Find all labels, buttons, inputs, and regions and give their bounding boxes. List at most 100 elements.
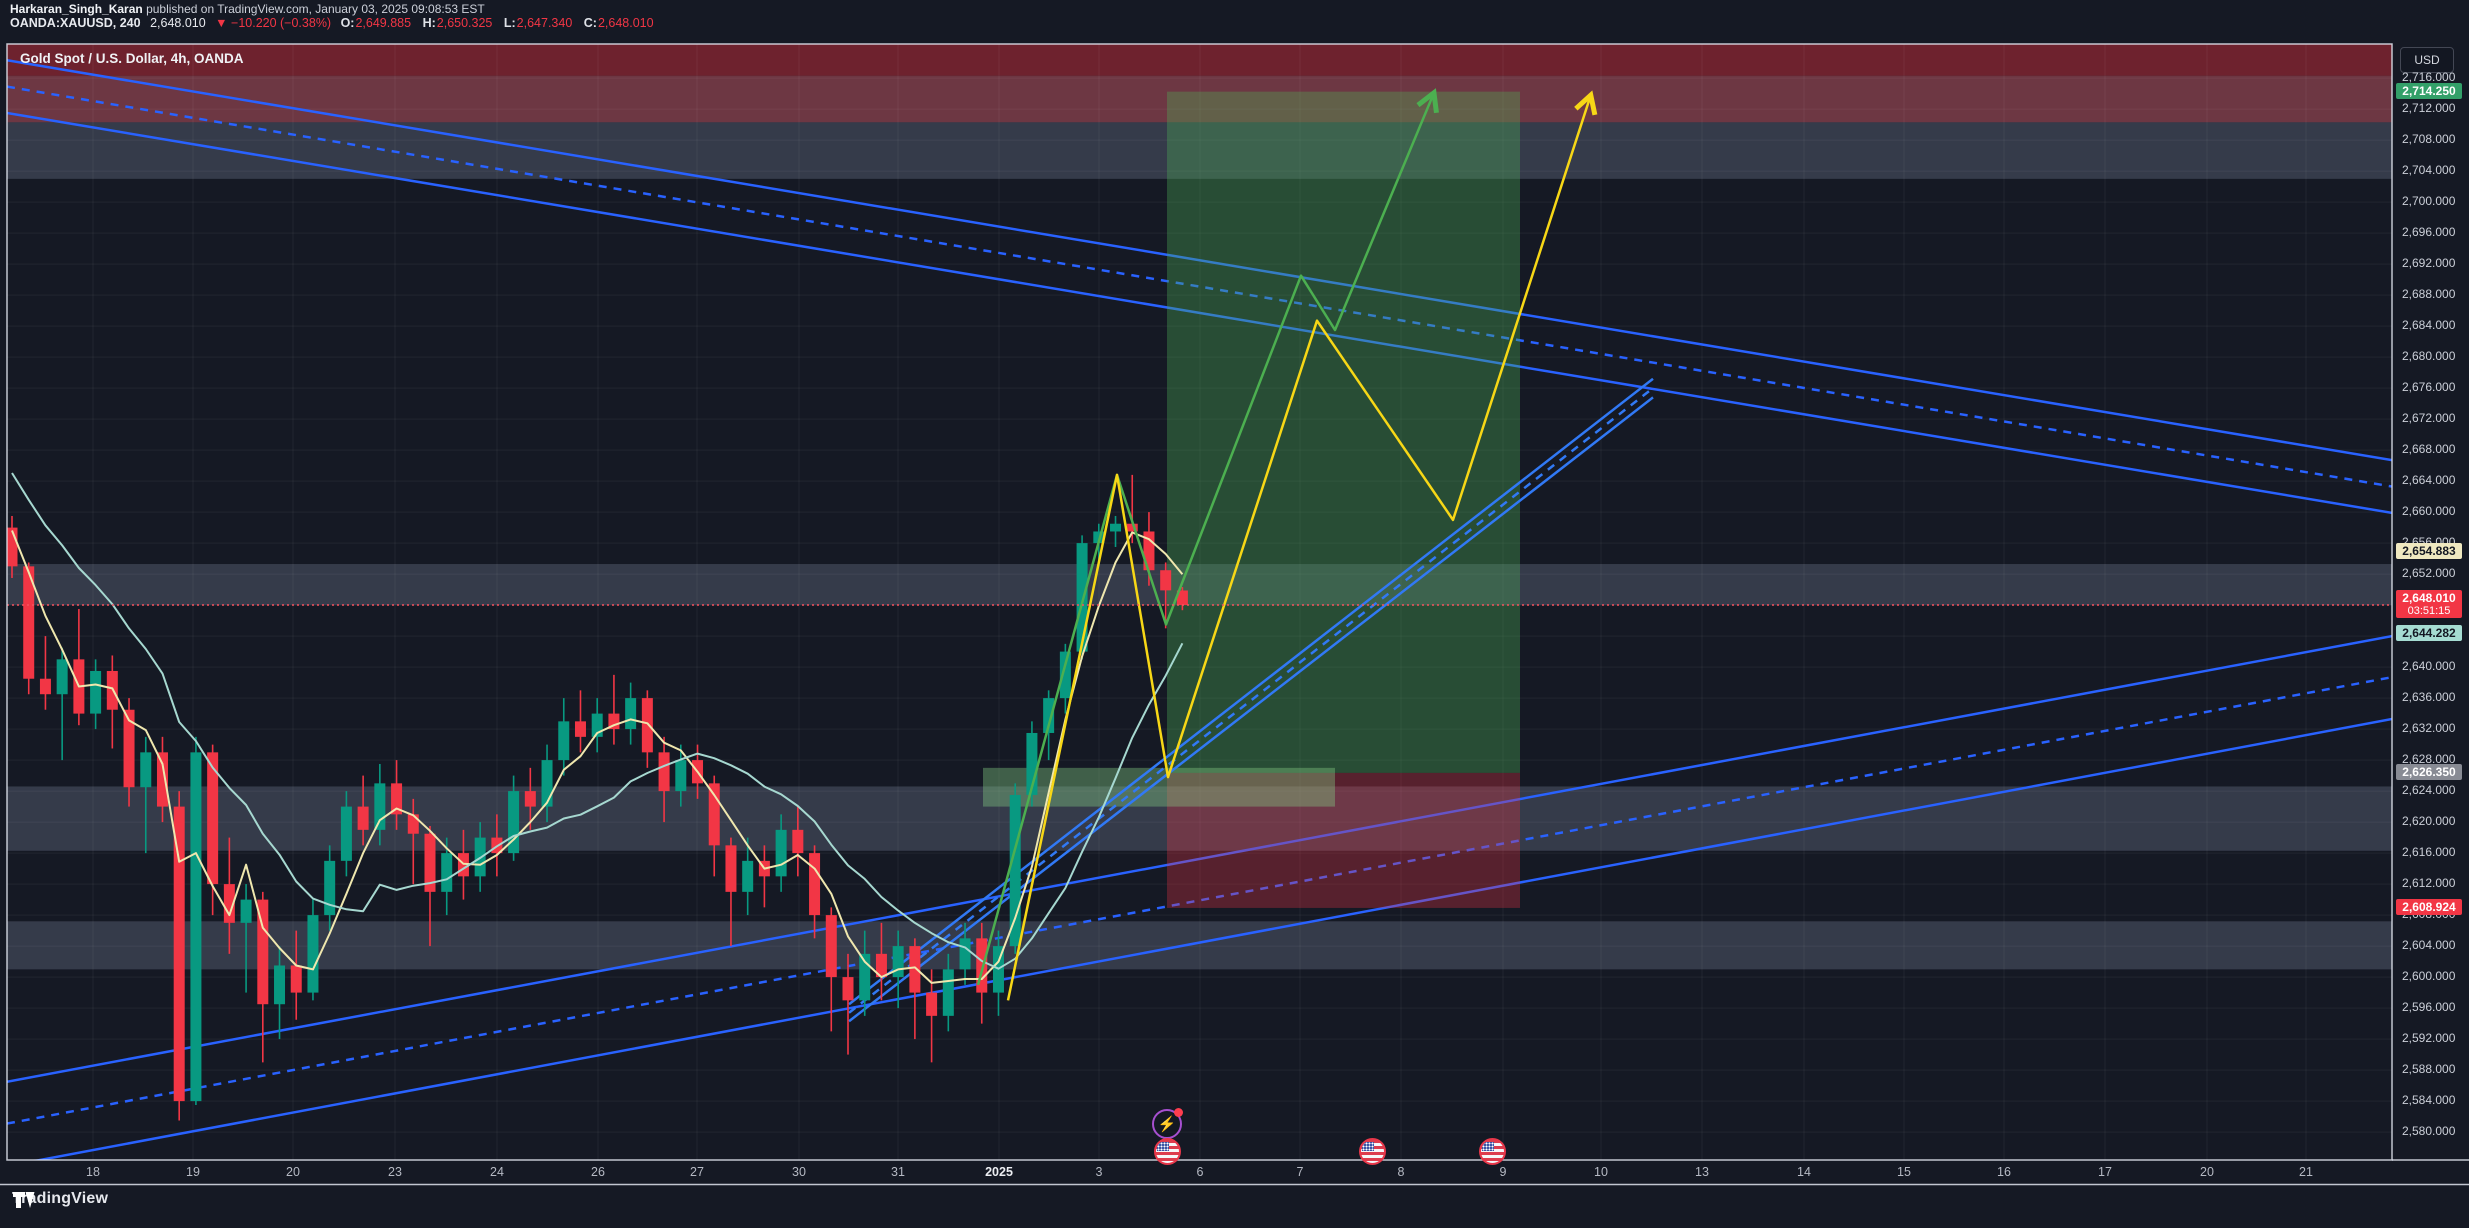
price-tick-label: 2,716.000 [2402,70,2456,85]
ascending-channel-wide[interactable] [7,634,2392,1166]
price-tick-label: 2,712.000 [2402,101,2456,116]
time-tick-label: 18 [86,1165,100,1179]
price-tick-label: 2,692.000 [2402,256,2456,271]
price-tick-label: 2,708.000 [2402,132,2456,147]
time-tick-label: 8 [1397,1165,1405,1179]
time-tick-label: 7 [1296,1165,1304,1179]
price-tick-label: 2,688.000 [2402,287,2456,302]
price-tick-label: 2,616.000 [2402,845,2456,860]
price-tick-label: 2,704.000 [2402,163,2456,178]
price-change: ▼ −10.220 (−0.38%) [215,16,332,30]
long-position-tool[interactable] [1167,91,1520,908]
close-value: 2,648.010 [597,16,654,30]
tradingview-attribution[interactable]: TradingView [12,1190,108,1208]
economic-event-us-flag-icon[interactable] [1359,1138,1386,1165]
time-tick-label: 23 [388,1165,402,1179]
time-tick-label: 10 [1594,1165,1608,1179]
price-tick-label: 2,580.000 [2402,1124,2456,1139]
price-tick-label: 2,628.000 [2402,752,2456,767]
price-tick-label: 2,684.000 [2402,318,2456,333]
ascending-channel-steep[interactable] [848,377,1654,1023]
tradingview-logo-text: TradingView [12,1190,109,1207]
time-tick-label: 19 [186,1165,200,1179]
price-tick-label: 2,624.000 [2402,783,2456,798]
ma-fast [11,530,1184,984]
time-tick-label: 13 [1695,1165,1709,1179]
open-value: 2,649.885 [355,16,412,30]
price-tick-label: 2,592.000 [2402,1031,2456,1046]
price-tick-label: 2,620.000 [2402,814,2456,829]
price-tick-label: 2,584.000 [2402,1093,2456,1108]
price-badge-2714.250: 2,714.250 [2396,83,2462,100]
time-tick-label: 27 [690,1165,704,1179]
price-axis[interactable]: USD 2,580.000 2,584.000 2,588.000 2,592.000… [2393,44,2469,1160]
time-tick-label: 15 [1897,1165,1911,1179]
ma-slow [11,472,1184,970]
time-tick-label: 26 [591,1165,605,1179]
tradingview-logo-icon [13,1192,35,1208]
projection-path-green[interactable] [976,88,1439,986]
price-tick-label: 2,596.000 [2402,1000,2456,1015]
entry-zone[interactable] [983,767,1335,807]
last-price: 2,648.010 [150,16,206,30]
time-tick-label: 20 [2200,1165,2214,1179]
time-tick-label: 17 [2098,1165,2112,1179]
price-badge-2626.350: 2,626.350 [2396,764,2462,781]
close-label: C: [583,16,597,30]
price-tick-label: 2,636.000 [2402,690,2456,705]
price-tick-label: 2,668.000 [2402,442,2456,457]
time-axis[interactable]: 18 19 20 23 24 26 27 30 31 2025 3 6 7 8 9 10 13 14 15 16 17 2… [0,1161,2469,1184]
price-tick-label: 2,612.000 [2402,876,2456,891]
zone-2616-2625 [7,786,2392,851]
economic-event-lightning-icon[interactable]: ⚡ [1152,1108,1183,1139]
symbol-title[interactable]: OANDA:XAUUSD, 240 [10,16,141,30]
price-tick-label: 2,652.000 [2402,566,2456,581]
time-tick-label: 2025 [985,1165,1013,1179]
loss-zone [1167,772,1520,908]
resistance-band-lower [7,75,2392,123]
price-badge-2648.010: 2,648.010 03:51:15 [2396,590,2462,619]
economic-event-us-flag-icon[interactable] [1154,1138,1181,1165]
currency-usd-button[interactable]: USD [2400,47,2454,73]
supply-zone-2703-2710 [7,122,2392,179]
price-tick-label: 2,588.000 [2402,1062,2456,1077]
price-tick-label: 2,680.000 [2402,349,2456,364]
time-tick-label: 16 [1997,1165,2011,1179]
time-tick-label: 14 [1797,1165,1811,1179]
price-tick-label: 2,696.000 [2402,225,2456,240]
descending-channel[interactable] [7,59,2392,515]
price-badge-2654.883: 2,654.883 [2396,543,2462,560]
zone-2648-2653 [7,564,2392,606]
price-tick-label: 2,600.000 [2402,969,2456,984]
price-badge-2644.282: 2,644.282 [2396,625,2462,642]
byline-text: published on TradingView.com, January 03… [142,2,485,16]
profit-zone [1167,91,1520,773]
time-tick-label: 31 [891,1165,905,1179]
economic-event-us-flag-icon[interactable] [1479,1138,1506,1165]
open-label: O: [340,16,355,30]
projection-path-yellow[interactable] [1006,90,1598,1001]
time-tick-label: 30 [792,1165,806,1179]
time-tick-label: 9 [1499,1165,1507,1179]
price-badge-2608.924: 2,608.924 [2396,899,2462,916]
low-value: 2,647.340 [516,16,573,30]
high-value: 2,650.325 [436,16,493,30]
zone-2601-2607 [7,921,2392,970]
time-tick-label: 3 [1095,1165,1103,1179]
author-name: Harkaran_Singh_Karan [10,2,143,16]
high-label: H: [422,16,436,30]
low-label: L: [503,16,516,30]
time-tick-label: 21 [2299,1165,2313,1179]
time-tick-label: 6 [1196,1165,1204,1179]
time-tick-label: 24 [490,1165,504,1179]
time-tick-label: 20 [286,1165,300,1179]
chart-title: Gold Spot / U.S. Dollar, 4h, OANDA [20,51,244,66]
byline: Harkaran_Singh_Karan published on Tradin… [10,2,485,16]
price-tick-label: 2,672.000 [2402,411,2456,426]
resistance-band-upper [7,44,2392,76]
price-tick-label: 2,632.000 [2402,721,2456,736]
price-tick-label: 2,700.000 [2402,194,2456,209]
price-tick-label: 2,676.000 [2402,380,2456,395]
